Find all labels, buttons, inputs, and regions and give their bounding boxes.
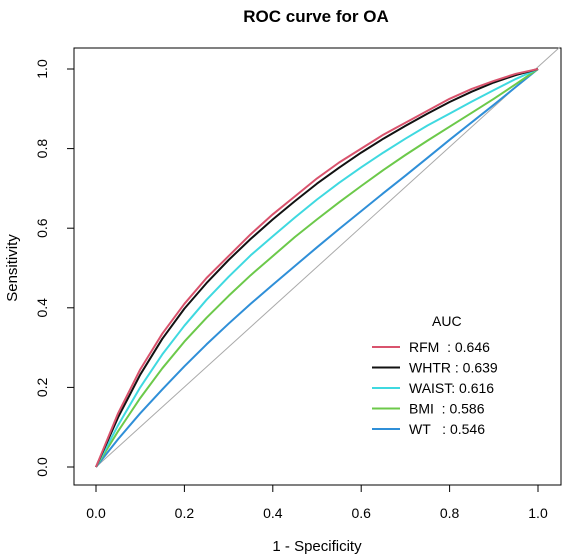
y-axis-label: Sensitivity xyxy=(4,234,21,302)
chart-title: ROC curve for OA xyxy=(243,7,388,26)
roc-line-whtr xyxy=(95,68,539,468)
legend-entry-wt: WT : 0.546 xyxy=(409,421,485,437)
x-tick-label: 0.2 xyxy=(175,505,195,521)
y-tick-label: 0.6 xyxy=(34,218,50,238)
x-tick-label: 0.4 xyxy=(263,505,283,521)
legend-title: AUC xyxy=(432,313,462,329)
y-tick-label: 0.8 xyxy=(34,139,50,159)
legend-entry-whtr: WHTR : 0.639 xyxy=(409,360,498,376)
x-tick-label: 1.0 xyxy=(528,505,548,521)
y-axis-ticks: 0.0 0.2 0.4 0.6 0.8 1.0 xyxy=(34,59,74,477)
y-tick-label: 0.0 xyxy=(34,457,50,477)
y-tick-label: 0.2 xyxy=(34,377,50,397)
x-axis-ticks: 0.0 0.2 0.4 0.6 0.8 1.0 xyxy=(86,485,548,521)
roc-line-waist xyxy=(95,68,539,468)
roc-line-wt xyxy=(95,68,539,468)
x-axis-label: 1 - Specificity xyxy=(272,538,362,555)
roc-line-bmi xyxy=(95,68,539,468)
legend-entry-rfm: RFM : 0.646 xyxy=(409,339,490,355)
x-tick-label: 0.0 xyxy=(86,505,106,521)
legend: AUC RFM : 0.646 WHTR : 0.639 WAIST: 0.616 B… xyxy=(372,313,498,437)
legend-entry-bmi: BMI : 0.586 xyxy=(409,401,485,417)
y-tick-label: 0.4 xyxy=(34,298,50,318)
x-tick-label: 0.6 xyxy=(351,505,371,521)
y-tick-label: 1.0 xyxy=(34,59,50,79)
roc-line-rfm xyxy=(95,68,539,468)
legend-entry-waist: WAIST: 0.616 xyxy=(409,380,494,396)
reference-diagonal xyxy=(95,46,561,468)
x-tick-label: 0.8 xyxy=(440,505,460,521)
plot-area xyxy=(95,46,561,468)
